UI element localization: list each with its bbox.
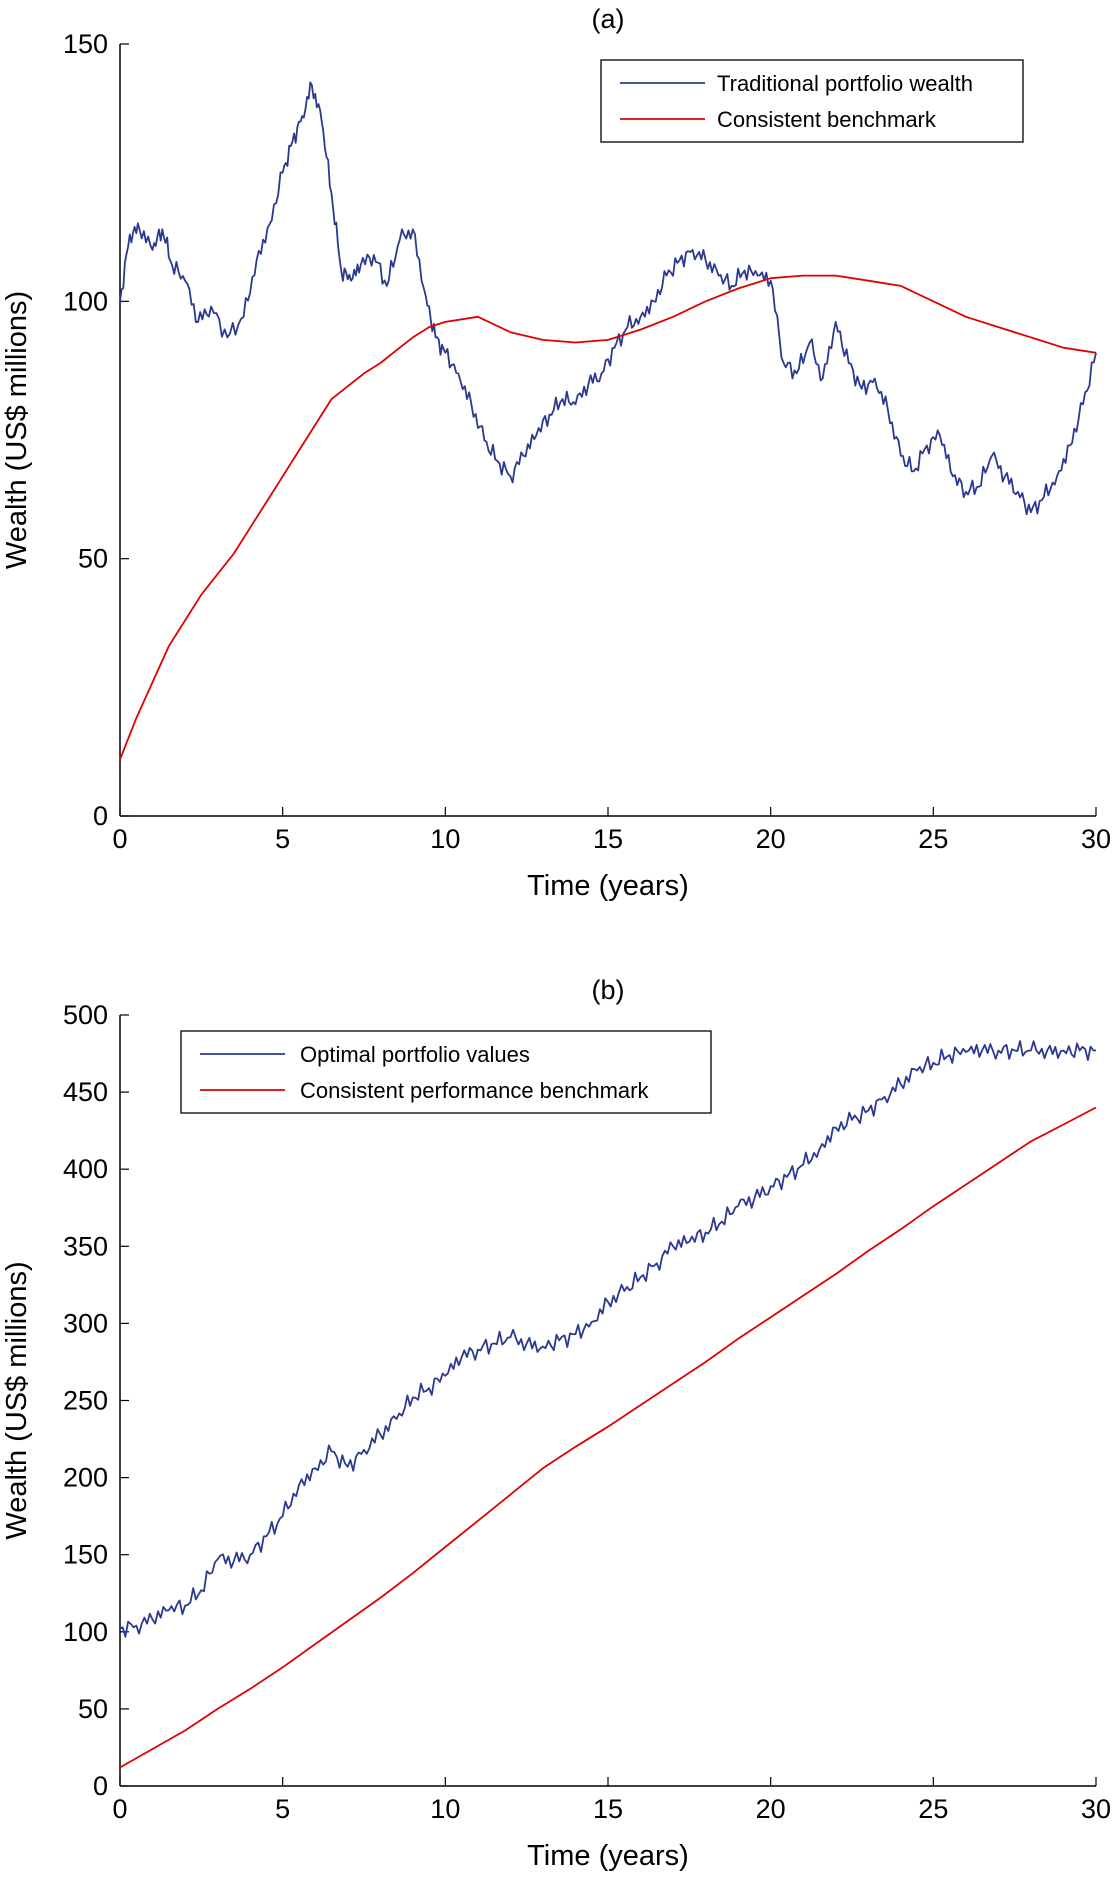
chart-title: (a)	[592, 4, 625, 34]
x-tick-label: 10	[430, 1794, 460, 1824]
x-tick-label: 20	[756, 1794, 786, 1824]
x-tick-label: 10	[430, 824, 460, 854]
y-tick-label: 500	[63, 1000, 108, 1030]
y-tick-label: 200	[63, 1463, 108, 1493]
series-line-1	[119, 274, 1097, 760]
x-axis-title: Time (years)	[527, 870, 689, 902]
y-tick-label: 300	[63, 1308, 108, 1338]
y-tick-label: 400	[63, 1154, 108, 1184]
chart-title: (b)	[592, 975, 625, 1005]
y-tick-label: 150	[63, 1540, 108, 1570]
x-tick-label: 30	[1081, 824, 1111, 854]
x-tick-label: 15	[593, 1794, 623, 1824]
series-line-0	[119, 1040, 1097, 1638]
x-tick-label: 20	[756, 824, 786, 854]
legend: Optimal portfolio values Consistent perfo…	[180, 1030, 712, 1114]
legend-label-1: Consistent performance benchmark	[300, 1078, 649, 1103]
x-tick-label: 0	[112, 824, 127, 854]
y-tick-label: 50	[78, 1694, 108, 1724]
x-tick-label: 25	[918, 1794, 948, 1824]
x-axis-title: Time (years)	[527, 1840, 689, 1872]
legend-box	[600, 59, 1024, 143]
y-axis-title: Wealth (US$ millions)	[1, 291, 33, 569]
legend-label-0: Traditional portfolio wealth	[717, 71, 973, 96]
y-tick-label: 350	[63, 1231, 108, 1261]
legend: Traditional portfolio wealth Consistent b…	[600, 59, 1024, 143]
x-tick-label: 30	[1081, 1794, 1111, 1824]
series-line-0	[119, 81, 1097, 516]
y-tick-label: 50	[78, 544, 108, 574]
y-tick-label: 150	[63, 29, 108, 59]
y-tick-label: 0	[93, 801, 108, 831]
chart-panel-1: (b)0 5 10 15 20 25 300501001502002503003504004…	[1, 975, 1111, 1872]
legend-label-0: Optimal portfolio values	[300, 1042, 530, 1067]
y-tick-label: 100	[63, 286, 108, 316]
x-tick-label: 5	[275, 1794, 290, 1824]
x-tick-label: 25	[918, 824, 948, 854]
x-tick-label: 0	[112, 1794, 127, 1824]
series-line-1	[119, 1106, 1097, 1769]
y-tick-label: 250	[63, 1386, 108, 1416]
chart-panel-0: (a) 0 5 10 15 20 25 30 0 50 100 150 Time (years) Weal…	[1, 4, 1111, 902]
x-tick-label: 15	[593, 824, 623, 854]
y-tick-label: 0	[93, 1771, 108, 1801]
legend-label-1: Consistent benchmark	[717, 107, 937, 132]
x-tick-label: 5	[275, 824, 290, 854]
y-tick-label: 100	[63, 1617, 108, 1647]
y-axis-title: Wealth (US$ millions)	[1, 1261, 33, 1539]
legend-box	[180, 1030, 712, 1114]
y-tick-label: 450	[63, 1077, 108, 1107]
